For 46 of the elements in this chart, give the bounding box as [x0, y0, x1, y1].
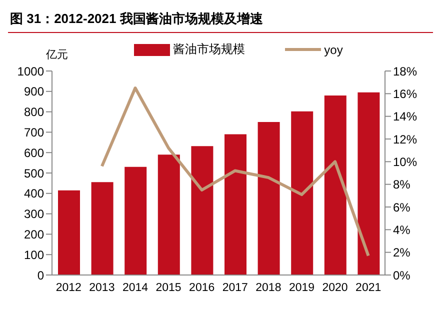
legend-label: yoy [324, 42, 343, 56]
y2-tick-label: 10% [393, 154, 418, 169]
y2-tick-label: 12% [393, 132, 418, 146]
y-tick-label: 900 [24, 84, 44, 99]
y-tick-label: 200 [24, 227, 44, 242]
y-tick-label: 800 [24, 105, 44, 120]
bar [291, 111, 314, 275]
x-tick-label: 2017 [222, 282, 248, 294]
x-tick-label: 2014 [122, 282, 149, 294]
y2-tick-label: 2% [393, 246, 411, 260]
x-tick-label: 2021 [356, 282, 382, 294]
y2-tick-label: 0% [393, 268, 411, 282]
legend-label: 酱油市场规模 [173, 41, 246, 58]
y-tick-label: 100 [24, 248, 44, 262]
x-tick-label: 2020 [322, 282, 348, 294]
y-tick-label: 600 [24, 146, 44, 160]
x-tick-label: 2016 [189, 282, 215, 294]
bar [224, 134, 246, 275]
bar [258, 122, 280, 275]
y-tick-label: 1000 [17, 64, 44, 78]
bar [58, 190, 80, 275]
line-series [100, 86, 370, 258]
x-tick-label: 2013 [89, 282, 115, 294]
x-tick-label: 2015 [156, 282, 182, 294]
y-tick-label: 300 [24, 207, 44, 222]
bar [91, 182, 114, 275]
bar [124, 166, 147, 275]
x-tick-label: 2012 [56, 282, 82, 294]
y-tick-label: 700 [24, 125, 44, 140]
bar [358, 92, 380, 275]
bar [191, 146, 214, 275]
y2-tick-label: 18% [393, 64, 418, 78]
bar [158, 154, 180, 275]
bar [324, 95, 346, 275]
chart-title: 图 31：2012-2021 我国酱油市场规模及增速 [8, 8, 433, 33]
y-axis-title: 亿元 [46, 48, 68, 62]
x-tick-label: 2019 [288, 282, 315, 294]
x-tick-label: 2018 [256, 282, 282, 294]
y2-tick-label: 14% [393, 110, 418, 124]
y2-tick-label: 6% [393, 200, 411, 214]
y-tick-label: 400 [24, 186, 44, 201]
y-tick-label: 0 [37, 268, 44, 282]
y2-tick-label: 4% [393, 222, 411, 237]
y2-tick-label: 16% [393, 86, 418, 101]
y-tick-label: 500 [24, 166, 44, 180]
y2-tick-label: 8% [393, 178, 411, 192]
